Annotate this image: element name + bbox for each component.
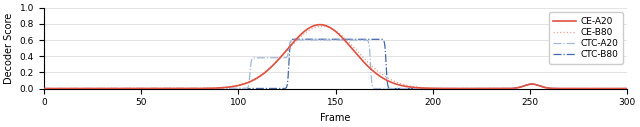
CTC-A20 xyxy=(623,88,631,89)
CE-A20 xyxy=(623,88,631,89)
X-axis label: Frame: Frame xyxy=(321,113,351,123)
CTC-B80 xyxy=(301,38,309,40)
CTC-B80 xyxy=(179,88,186,89)
Y-axis label: Decoder Score: Decoder Score xyxy=(4,12,14,84)
CE-B80 xyxy=(619,88,627,89)
CE-A20 xyxy=(619,88,627,89)
CE-A20 xyxy=(301,30,309,31)
CTC-A20 xyxy=(179,88,186,89)
CE-B80 xyxy=(623,88,631,89)
CE-A20 xyxy=(182,88,189,89)
Line: CE-A20: CE-A20 xyxy=(44,25,627,89)
CE-B80 xyxy=(318,26,326,27)
CTC-A20 xyxy=(260,57,268,59)
CE-B80 xyxy=(40,88,47,89)
CTC-A20 xyxy=(175,88,183,89)
Line: CTC-A20: CTC-A20 xyxy=(44,40,627,89)
CTC-B80 xyxy=(309,38,317,40)
CE-A20 xyxy=(179,88,186,89)
CTC-A20 xyxy=(308,39,316,41)
CE-B80 xyxy=(182,88,189,89)
CTC-B80 xyxy=(175,88,183,89)
CE-B80 xyxy=(301,32,309,34)
CTC-B80 xyxy=(623,88,631,89)
CE-A20 xyxy=(260,73,268,74)
CTC-A20 xyxy=(40,88,47,89)
CE-B80 xyxy=(179,88,186,89)
CE-B80 xyxy=(175,88,183,89)
Legend: CE-A20, CE-B80, CTC-A20, CTC-B80: CE-A20, CE-B80, CTC-A20, CTC-B80 xyxy=(548,12,623,64)
CTC-A20 xyxy=(182,88,189,89)
CE-B80 xyxy=(260,72,268,74)
CE-A20 xyxy=(40,88,47,89)
CE-A20 xyxy=(175,88,183,89)
Line: CTC-B80: CTC-B80 xyxy=(44,39,627,89)
CTC-B80 xyxy=(619,88,627,89)
CTC-B80 xyxy=(260,88,268,89)
CTC-B80 xyxy=(182,88,189,89)
Line: CE-B80: CE-B80 xyxy=(44,26,627,89)
CTC-A20 xyxy=(301,39,309,41)
CTC-B80 xyxy=(40,88,47,89)
CE-A20 xyxy=(316,24,324,25)
CTC-A20 xyxy=(619,88,627,89)
